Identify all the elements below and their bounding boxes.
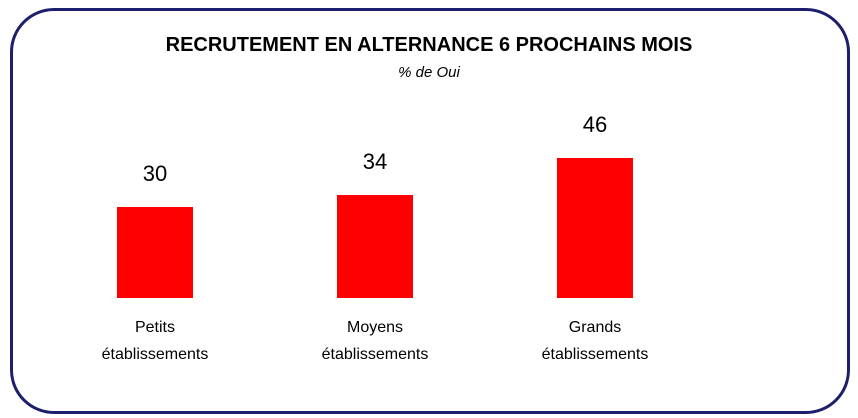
frame: [10, 8, 850, 414]
value-label: 30: [142, 160, 168, 186]
chart-title: RECRUTEMENT EN ALTERNANCE 6 PROCHAINS MO…: [165, 34, 693, 56]
x-tick-label: Moyens établissements: [321, 319, 429, 363]
chart-subtitle: % de Oui: [398, 64, 460, 81]
x-tick-label: Grands établissements: [541, 319, 649, 363]
x-tick-label: Petits établissements: [101, 319, 209, 363]
bar: [337, 194, 413, 298]
bar: [117, 206, 193, 298]
value-label: 34: [362, 148, 388, 174]
value-label: 46: [582, 112, 608, 137]
bar: [557, 158, 633, 298]
